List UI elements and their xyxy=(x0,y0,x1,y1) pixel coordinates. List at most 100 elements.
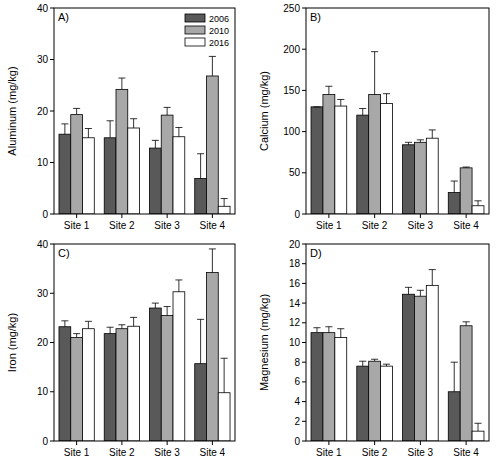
bar xyxy=(381,366,393,441)
frame xyxy=(54,8,235,214)
error-bar xyxy=(405,287,412,294)
error-cap xyxy=(337,99,344,100)
x-tick xyxy=(466,214,467,218)
error-bar xyxy=(325,86,332,94)
x-tick-label: Site 3 xyxy=(154,447,180,458)
bar xyxy=(173,292,185,441)
error-bar xyxy=(371,52,378,95)
x-tick-label: Site 1 xyxy=(316,447,342,458)
error-cap xyxy=(164,306,171,307)
error-bar xyxy=(221,358,228,392)
y-tick xyxy=(50,162,54,163)
error-cap xyxy=(474,200,481,201)
y-tick xyxy=(50,214,54,215)
error-bar xyxy=(429,270,436,286)
bar xyxy=(369,361,381,441)
bar xyxy=(460,168,472,214)
error-cap xyxy=(474,423,481,424)
y-tick xyxy=(302,131,306,132)
bar xyxy=(403,294,415,441)
error-bar xyxy=(474,423,481,431)
x-tick-label: Site 2 xyxy=(362,220,388,231)
bar xyxy=(218,206,230,214)
error-cap xyxy=(130,118,137,119)
y-tick-label: 6 xyxy=(294,376,300,387)
y-tick xyxy=(302,303,306,304)
error-cap xyxy=(463,167,470,168)
x-tick xyxy=(420,441,421,445)
y-tick xyxy=(302,362,306,363)
bar xyxy=(149,148,161,214)
error-bar xyxy=(337,99,344,106)
error-cap xyxy=(325,86,332,87)
error-line xyxy=(200,154,201,179)
x-tick xyxy=(466,441,467,445)
error-cap xyxy=(359,361,366,362)
error-bar xyxy=(85,321,92,328)
error-line xyxy=(340,99,341,106)
panel: 010203040Site 1Site 2Site 3Site 4Iron (m… xyxy=(6,239,235,459)
bar xyxy=(116,89,128,214)
error-line xyxy=(155,303,156,308)
error-bar xyxy=(463,167,470,169)
error-bar xyxy=(313,106,320,107)
y-tick-label: 0 xyxy=(42,209,48,220)
error-cap xyxy=(313,327,320,328)
error-bar xyxy=(474,201,481,206)
frame xyxy=(306,8,489,214)
bar xyxy=(460,326,472,441)
error-line xyxy=(478,201,479,206)
y-tick-label: 0 xyxy=(294,436,300,447)
error-bar xyxy=(405,142,412,144)
plot-area xyxy=(311,52,484,214)
error-bar xyxy=(175,280,182,292)
y-tick xyxy=(302,214,306,215)
x-tick xyxy=(167,441,168,445)
y-tick xyxy=(50,391,54,392)
y-tick-label: 250 xyxy=(283,3,300,14)
error-line xyxy=(110,327,111,333)
error-bar xyxy=(359,109,366,116)
x-tick-label: Site 3 xyxy=(408,220,434,231)
x-tick-label: Site 1 xyxy=(64,447,90,458)
error-bar xyxy=(313,328,320,333)
x-tick xyxy=(76,441,77,445)
error-bar xyxy=(130,317,137,326)
error-bar xyxy=(152,140,159,148)
error-cap xyxy=(73,333,80,334)
error-line xyxy=(454,181,455,193)
error-bar xyxy=(73,334,80,338)
y-axis-label: Magnesium (mg/kg) xyxy=(258,294,270,391)
bar xyxy=(195,364,207,441)
y-tick-label: 40 xyxy=(37,3,49,14)
error-bar xyxy=(417,140,424,142)
error-line xyxy=(167,307,168,316)
error-cap xyxy=(463,321,470,322)
legend-swatch xyxy=(185,14,205,22)
x-tick-label: Site 4 xyxy=(200,447,226,458)
error-bar xyxy=(61,321,68,327)
error-line xyxy=(328,86,329,94)
bar xyxy=(206,273,218,441)
error-cap xyxy=(61,320,68,321)
error-bar xyxy=(107,121,114,138)
error-bar xyxy=(175,127,182,136)
error-bar xyxy=(73,108,80,114)
error-line xyxy=(316,328,317,333)
error-cap xyxy=(197,153,204,154)
y-tick-label: 16 xyxy=(289,278,301,289)
error-bar xyxy=(164,307,171,316)
error-cap xyxy=(130,317,137,318)
bar xyxy=(323,333,335,441)
x-tick xyxy=(121,214,122,218)
bar xyxy=(161,115,173,214)
error-bar xyxy=(118,325,125,329)
bar xyxy=(218,393,230,441)
error-cap xyxy=(405,287,412,288)
y-tick xyxy=(50,441,54,442)
bar xyxy=(414,296,426,441)
error-line xyxy=(212,249,213,273)
y-tick-label: 10 xyxy=(289,337,301,348)
y-axis-label: Aluminum (mg/kg) xyxy=(6,66,18,155)
error-line xyxy=(178,127,179,136)
